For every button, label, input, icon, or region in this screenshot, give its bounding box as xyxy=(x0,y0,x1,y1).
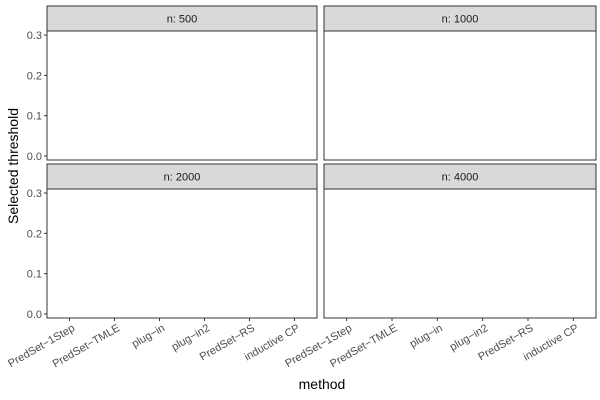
facet-panel: n: 20000.00.10.20.3PredSet−1StepPredSet−… xyxy=(6,163,318,370)
facet-panel: n: 500 0.0 0.1 0.2 0.3 xyxy=(27,5,318,163)
y-tick-label: 0.0 xyxy=(27,151,42,163)
y-tick-label: 0.3 xyxy=(27,188,42,200)
y-tick-label: 0.2 xyxy=(27,228,42,240)
facet-title: n: 500 xyxy=(167,14,198,26)
facet-panel: n: 1000 xyxy=(323,5,597,161)
y-tick-label: 0.1 xyxy=(27,269,42,281)
x-tick-label: plug−in xyxy=(130,322,167,350)
panel-border xyxy=(323,30,597,161)
panel-border xyxy=(46,30,318,161)
y-tick-label: 0.2 xyxy=(27,70,42,82)
facet-strip xyxy=(46,5,318,32)
facet-title: n: 2000 xyxy=(164,172,201,184)
x-tick-label: plug−in xyxy=(408,322,445,350)
facet-title: n: 1000 xyxy=(442,14,479,26)
x-axis-title: method xyxy=(299,376,346,392)
facet-strip xyxy=(46,163,318,190)
panel-border xyxy=(323,188,597,319)
y-tick-label: 0.0 xyxy=(27,309,42,321)
facet-title: n: 4000 xyxy=(442,172,479,184)
facet-strip xyxy=(323,163,597,190)
panel-border xyxy=(46,188,318,319)
facet-strip xyxy=(323,5,597,32)
y-axis-title: Selected threshold xyxy=(5,108,21,224)
y-tick-label: 0.3 xyxy=(27,30,42,42)
y-tick-label: 0.1 xyxy=(27,111,42,123)
